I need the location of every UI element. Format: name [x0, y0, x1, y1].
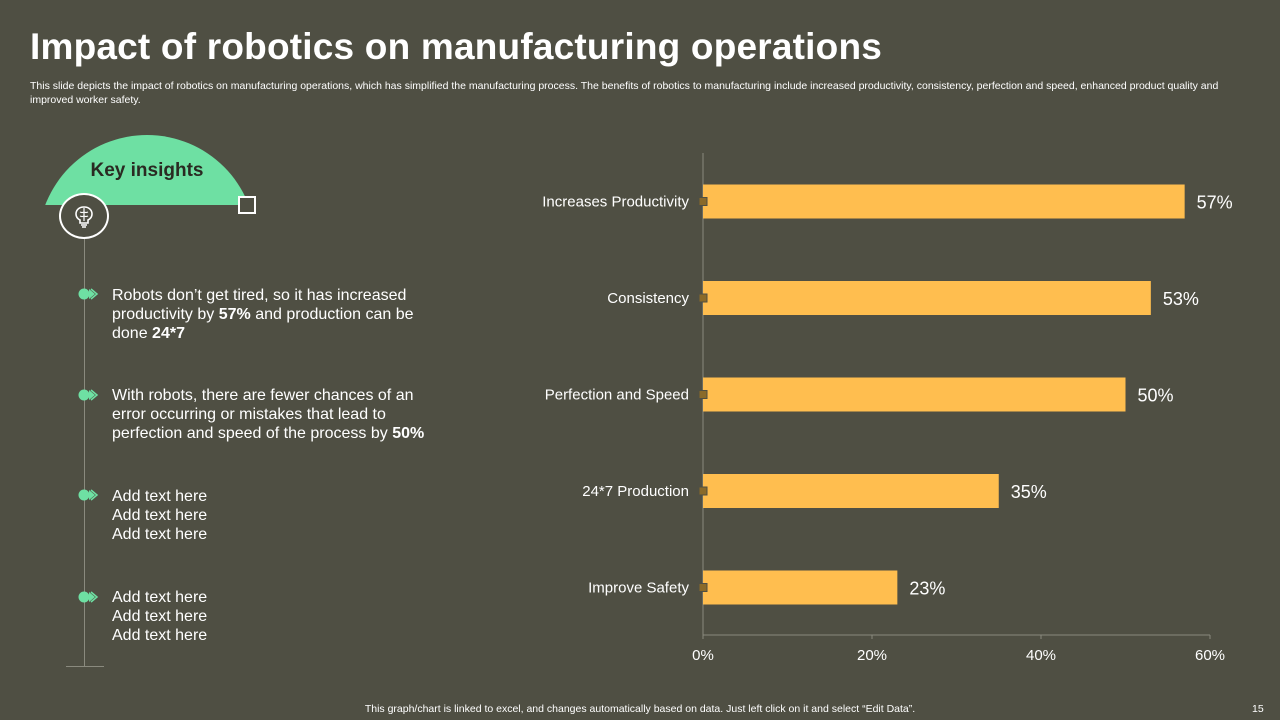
bullet-icon — [78, 288, 99, 300]
x-tick-label: 20% — [857, 647, 887, 664]
page-subtitle: This slide depicts the impact of robotic… — [30, 80, 1219, 106]
bar-marker — [698, 486, 708, 496]
key-insights-label: Key insights — [90, 160, 204, 181]
data-label: 50% — [1138, 386, 1174, 406]
bullet-icon — [78, 389, 99, 401]
insight-text-2: With robots, there are fewer chances of … — [112, 387, 425, 442]
bar-marker — [698, 293, 708, 303]
x-tick-label: 0% — [692, 647, 714, 664]
timeline-line — [84, 239, 85, 666]
bar — [703, 570, 898, 605]
bar — [703, 474, 999, 508]
x-tick-label: 40% — [1026, 647, 1056, 664]
data-label: 53% — [1163, 289, 1199, 309]
bar — [703, 377, 1126, 412]
page-number: 15 — [1252, 703, 1264, 715]
bar-marker — [698, 390, 708, 399]
insight-text-1: Robots don’t get tired, so it has increa… — [112, 287, 414, 342]
timeline-base — [66, 666, 104, 667]
category-label: Perfection and Speed — [545, 387, 689, 404]
category-label: 24*7 Production — [582, 483, 689, 500]
square-marker-icon — [238, 196, 256, 214]
bar — [703, 184, 1185, 219]
category-label: Consistency — [607, 290, 689, 307]
data-label: 57% — [1197, 193, 1233, 213]
footer-note: This graph/chart is linked to excel, and… — [364, 703, 916, 715]
bar-marker — [698, 583, 708, 592]
x-tick-label: 60% — [1195, 647, 1225, 664]
category-label: Increases Productivity — [542, 194, 689, 211]
brain-bulb-icon — [59, 193, 109, 239]
data-label: 23% — [909, 579, 945, 599]
data-label: 35% — [1011, 482, 1047, 502]
bar — [703, 281, 1151, 315]
category-label: Improve Safety — [588, 580, 689, 597]
bullet-icon — [78, 591, 99, 603]
insight-text-3: Add text here Add text here Add text her… — [112, 488, 208, 543]
key-insights-arc — [38, 135, 256, 205]
insight-text-4: Add text here Add text here Add text her… — [112, 589, 208, 644]
bar-marker — [698, 197, 708, 206]
bullet-icon — [78, 489, 99, 501]
page-title: Impact of robotics on manufacturing oper… — [30, 26, 883, 67]
